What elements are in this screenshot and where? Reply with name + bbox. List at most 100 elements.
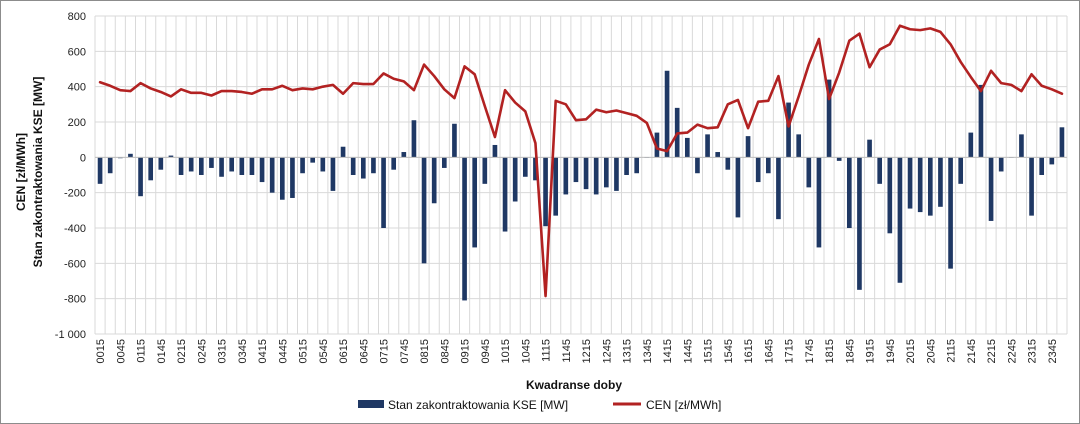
x-tick-label: 1445	[682, 339, 694, 363]
bar	[998, 157, 1004, 172]
bar	[188, 157, 194, 172]
x-tick-label: 0315	[217, 339, 229, 363]
bar	[300, 157, 305, 174]
bar	[381, 157, 386, 228]
x-tick-label: 0015	[95, 339, 107, 363]
bar	[97, 157, 103, 184]
bar	[421, 157, 427, 264]
bar	[401, 152, 407, 158]
bar	[927, 157, 933, 216]
legend-bar-label: Stan zakontraktowania KSE [MW]	[388, 398, 568, 412]
x-tick-label: 1115	[541, 339, 553, 362]
bar	[593, 157, 599, 195]
price-line	[98, 24, 1064, 298]
bar	[816, 157, 822, 248]
x-tick-label: 0415	[257, 339, 269, 363]
x-tick-label: 0615	[338, 339, 350, 363]
x-tick-label: 0915	[460, 339, 472, 363]
bar	[725, 157, 731, 170]
bar	[765, 157, 771, 174]
bar	[846, 157, 852, 228]
x-tick-label: 2115	[946, 339, 958, 363]
bar	[917, 157, 923, 213]
bar	[229, 157, 235, 172]
x-tick-label: 1815	[824, 339, 836, 363]
x-tick-label: 0245	[196, 339, 208, 363]
x-tick-label: 2315	[1027, 339, 1039, 363]
bar	[340, 146, 346, 158]
bar	[938, 157, 943, 207]
y-axis-title-line1: CEN [zł/MWh]	[14, 133, 28, 211]
bar	[259, 157, 265, 183]
legend: Stan zakontraktowania KSE [MW] CEN [zł/M…	[358, 398, 721, 412]
x-tick-label: 1415	[662, 339, 674, 363]
y-tick-label: -800	[64, 294, 86, 306]
x-tick-labels: 0015 0045 0115 0145 0215 0245 0315 0345 0415 0445…	[95, 339, 1059, 363]
grid	[94, 15, 1068, 335]
y-tick-labels: -1 000 -800 -600 -400 -200 0 200 400 600 800	[55, 11, 86, 341]
bar	[371, 157, 376, 174]
x-tick-label: 0745	[399, 339, 411, 363]
bar	[826, 79, 832, 158]
bar	[978, 84, 984, 158]
bar	[148, 157, 154, 181]
x-tick-label: 1845	[844, 339, 856, 363]
bar	[411, 120, 417, 158]
bar	[583, 157, 589, 190]
x-tick-label: 1345	[642, 339, 654, 363]
bar	[1039, 157, 1045, 175]
y-axis-title-line2: Stan zakontraktowania KSE [MW]	[31, 77, 45, 268]
bar	[310, 157, 316, 163]
x-tick-label: 1545	[723, 339, 735, 363]
bar	[634, 157, 640, 174]
bar	[472, 157, 478, 248]
bar	[948, 157, 953, 269]
y-tick-label: 400	[68, 82, 86, 94]
x-tick-label: 1915	[865, 339, 877, 363]
bar	[330, 157, 336, 191]
bar	[715, 152, 721, 158]
bar	[533, 157, 538, 181]
bar	[796, 134, 802, 158]
x-tick-label: 1745	[804, 339, 816, 363]
bar	[958, 157, 964, 184]
bar	[968, 132, 974, 158]
bar	[350, 157, 356, 175]
bar	[462, 157, 467, 301]
bar	[695, 157, 700, 174]
bar	[441, 157, 447, 168]
y-tick-label: 800	[68, 11, 86, 23]
x-tick-label: 0845	[439, 339, 451, 363]
legend-line-label: CEN [zł/MWh]	[646, 398, 721, 412]
bar	[745, 136, 751, 158]
x-tick-label: 2045	[925, 339, 937, 363]
x-tick-label: 1045	[520, 339, 532, 363]
bar	[239, 157, 245, 175]
x-tick-label: 0645	[358, 339, 370, 363]
x-tick-label: 2145	[966, 339, 978, 363]
bar	[603, 157, 609, 188]
bar	[776, 157, 781, 220]
x-axis-title: Kwadranse doby	[526, 378, 622, 392]
bar	[1049, 157, 1055, 165]
bar	[209, 157, 214, 168]
bar	[279, 157, 285, 200]
x-tick-label: 0945	[480, 339, 492, 363]
bar	[907, 157, 913, 209]
line-series	[98, 24, 1064, 298]
bar	[391, 157, 397, 170]
x-tick-label: 2015	[905, 339, 917, 363]
x-tick-label: 1015	[500, 339, 512, 363]
bar	[573, 157, 579, 183]
bar	[1029, 157, 1034, 216]
bar	[664, 70, 670, 158]
bar	[512, 157, 518, 202]
x-tick-label: 1245	[601, 339, 613, 363]
bar	[887, 157, 893, 234]
x-tick-label: 1715	[784, 339, 796, 363]
x-tick-label: 0215	[176, 339, 188, 363]
bar	[178, 157, 184, 175]
bar	[502, 157, 508, 232]
bar	[320, 157, 326, 172]
